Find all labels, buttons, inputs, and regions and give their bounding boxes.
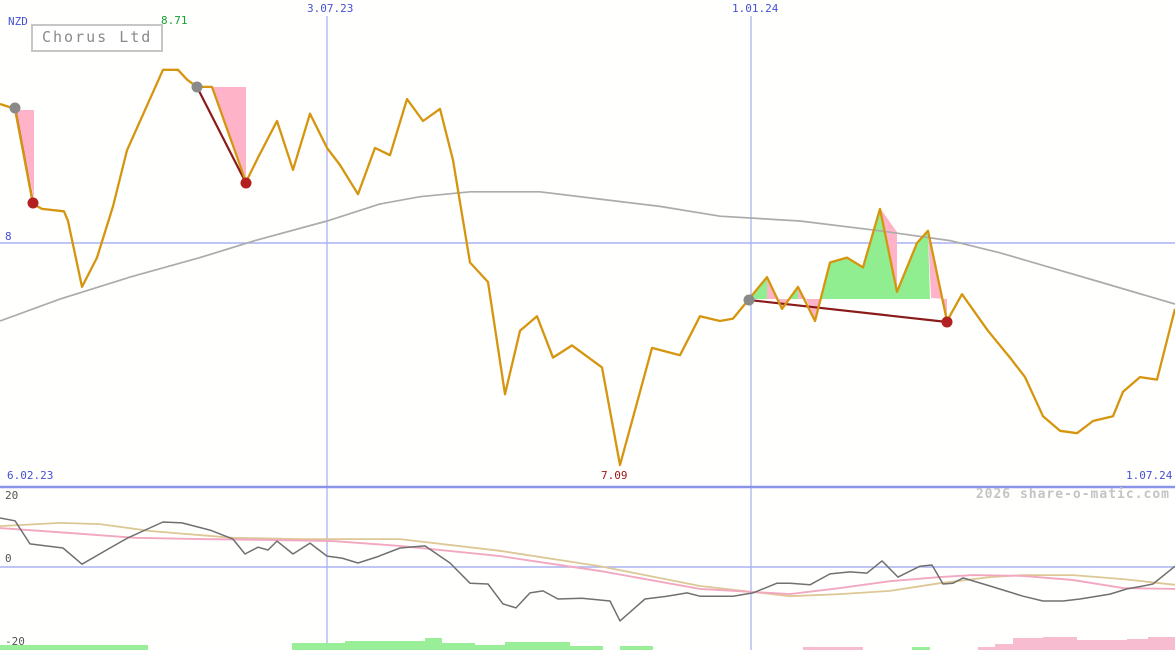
high-price-label: 8.71 [161,14,188,27]
currency-label: NZD [8,15,28,28]
instrument-title-box: Chorus Ltd [31,24,164,52]
osc-axis-label-20: 20 [5,489,19,502]
watermark: 2026 share-o-matic.com [975,487,1170,502]
low-price-label: 7.09 [601,469,628,482]
osc-axis-label-0: 0 [5,552,12,565]
osc-axis-label-neg20: -20 [5,635,25,648]
date-tick-jul24: 1.07.24 [1126,469,1173,482]
date-tick-feb23: 6.02.23 [7,469,54,482]
date-tick-jul23: 3.07.23 [307,2,354,15]
date-tick-jan24: 1.01.24 [732,2,779,15]
price-axis-label-8: 8 [5,230,12,243]
